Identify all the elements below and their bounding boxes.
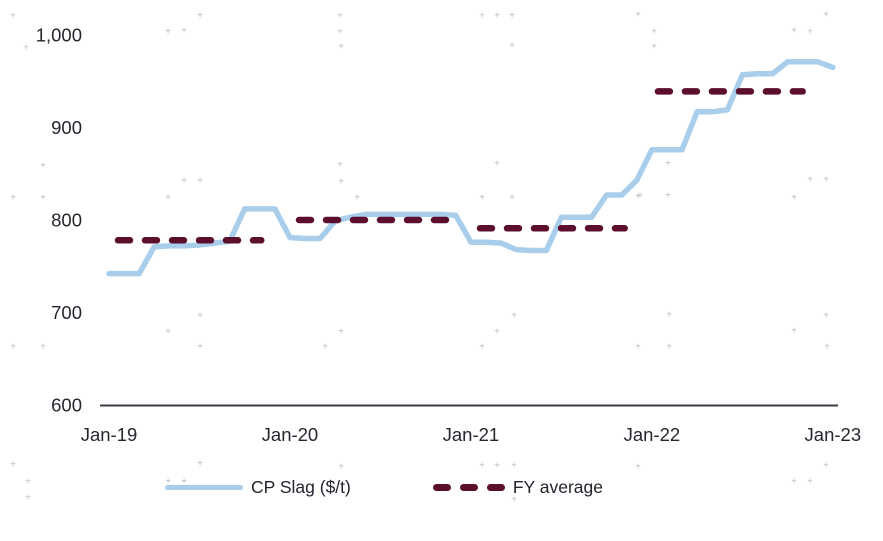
plus-mark-icon: + [509, 41, 515, 52]
watermark-plus-marks: + + + + + + + + + + + + + + + + + + + + + + + + + + + + + + + + + + + + + + + +… [10, 10, 830, 506]
plus-mark-icon: + [197, 459, 203, 470]
plus-mark-icon: + [791, 26, 797, 37]
plus-mark-icon: + [197, 311, 203, 322]
plus-mark-icon: + [337, 160, 343, 171]
fy-average-dash-swatch [432, 484, 505, 491]
plus-mark-icon: + [635, 342, 641, 353]
plus-mark-icon: + [338, 42, 344, 53]
x-tick-label: Jan-21 [443, 424, 500, 445]
y-tick-label: 1,000 [36, 25, 82, 46]
plus-mark-icon: + [651, 42, 657, 53]
plus-mark-icon: + [823, 175, 829, 186]
plus-mark-icon: + [338, 177, 344, 188]
plus-mark-icon: + [181, 176, 187, 187]
plus-mark-icon: + [494, 159, 500, 170]
plus-mark-icon: + [165, 477, 171, 488]
plus-mark-icon: + [635, 192, 641, 203]
plus-mark-icon: + [10, 193, 16, 204]
plus-mark-icon: + [40, 193, 46, 204]
plus-mark-icon: + [40, 161, 46, 172]
plus-mark-icon: + [338, 462, 344, 473]
plus-mark-icon: + [337, 27, 343, 38]
plus-mark-icon: + [10, 11, 16, 22]
dash-segment-icon [486, 484, 505, 491]
legend-item-fy-average: FY average [432, 477, 604, 498]
plus-mark-icon: + [40, 342, 46, 353]
x-axis: Jan-19 Jan-20 Jan-21 Jan-22 Jan-23 [81, 404, 862, 445]
plus-mark-icon: + [509, 11, 515, 22]
plus-mark-icon: + [791, 326, 797, 337]
plus-mark-icon: + [197, 342, 203, 353]
chart-legend: CP Slag ($/t) FY average [165, 477, 603, 498]
plus-mark-icon: + [807, 175, 813, 186]
plus-mark-icon: + [337, 11, 343, 22]
y-tick-label: 900 [51, 117, 82, 138]
plus-mark-icon: + [338, 327, 344, 338]
plus-mark-icon: + [665, 159, 671, 170]
legend-label-cp-slag: CP Slag ($/t) [251, 477, 351, 497]
plus-mark-icon: + [479, 193, 485, 204]
y-tick-label: 700 [51, 302, 82, 323]
plus-mark-icon: + [511, 311, 517, 322]
plus-mark-icon: + [637, 191, 643, 202]
x-tick-label: Jan-19 [81, 424, 138, 445]
plus-mark-icon: + [651, 27, 657, 38]
plus-mark-icon: + [322, 342, 328, 353]
plus-mark-icon: + [823, 10, 829, 21]
fy-average-dashes [114, 88, 806, 244]
dash-segment-icon [459, 484, 478, 491]
plus-mark-icon: + [509, 193, 515, 204]
legend-item-cp-slag: CP Slag ($/t) [165, 477, 351, 498]
plus-mark-icon: + [494, 327, 500, 338]
plus-mark-icon: + [197, 176, 203, 187]
x-tick-label: Jan-22 [624, 424, 681, 445]
plus-mark-icon: + [791, 477, 797, 488]
plus-mark-icon: + [165, 327, 171, 338]
plus-mark-icon: + [666, 342, 672, 353]
plus-mark-icon: + [10, 460, 16, 471]
plus-mark-icon: + [165, 27, 171, 38]
plus-mark-icon: + [823, 461, 829, 472]
plus-mark-icon: + [165, 193, 171, 204]
plus-mark-icon: + [511, 495, 517, 506]
plus-mark-icon: + [181, 477, 187, 488]
legend-label-fy-average: FY average [512, 477, 604, 497]
plus-mark-icon: + [511, 461, 517, 472]
plus-mark-icon: + [807, 477, 813, 488]
plus-mark-icon: + [635, 10, 641, 21]
x-tick-label: Jan-20 [262, 424, 319, 445]
plus-mark-icon: + [823, 311, 829, 322]
cp-slag-line-swatch [165, 484, 243, 491]
x-tick-label: Jan-23 [805, 424, 862, 445]
y-tick-label: 800 [51, 210, 82, 231]
plus-mark-icon: + [25, 493, 31, 504]
plus-mark-icon: + [824, 342, 830, 353]
plus-mark-icon: + [23, 43, 29, 54]
plus-mark-icon: + [791, 193, 797, 204]
plus-mark-icon: + [479, 11, 485, 22]
y-axis: 600 700 800 900 1,000 [36, 25, 82, 416]
plus-mark-icon: + [197, 11, 203, 22]
plus-mark-icon: + [635, 462, 641, 473]
plus-mark-icon: + [354, 193, 360, 204]
dash-segment-icon [432, 484, 451, 491]
plus-mark-icon: + [479, 461, 485, 472]
plus-mark-icon: + [479, 342, 485, 353]
plus-mark-icon: + [666, 310, 672, 321]
plus-mark-icon: + [25, 477, 31, 488]
y-tick-label: 600 [51, 395, 82, 416]
plus-mark-icon: + [10, 342, 16, 353]
plus-mark-icon: + [494, 11, 500, 22]
plus-mark-icon: + [494, 461, 500, 472]
plus-mark-icon: + [665, 191, 671, 202]
plus-mark-icon: + [181, 26, 187, 37]
plus-mark-icon: + [807, 27, 813, 38]
